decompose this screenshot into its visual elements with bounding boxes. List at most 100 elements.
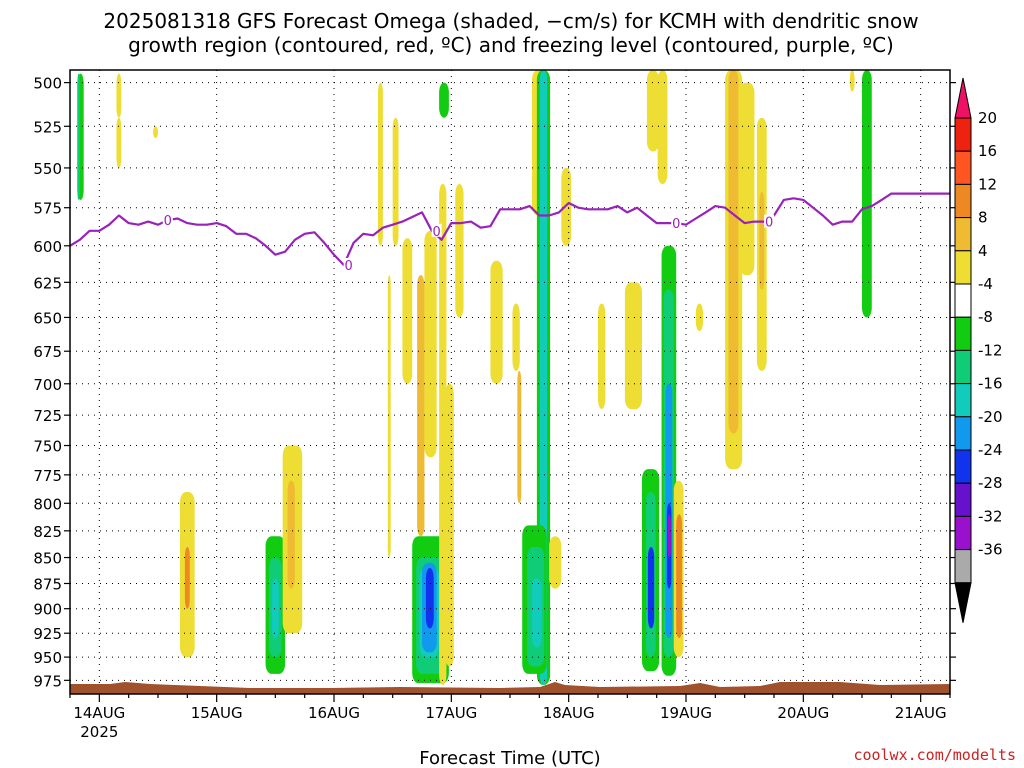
omega-cell — [624, 282, 642, 409]
y-tick-label: 550 — [33, 160, 62, 178]
omega-cell — [378, 82, 383, 246]
y-tick-label: 650 — [33, 309, 62, 327]
colorbar-label: 20 — [978, 109, 997, 127]
credit-text: coolwx.com/modelts — [853, 746, 1016, 764]
freezing-level-label: 0 — [164, 214, 172, 229]
freezing-level-contour: 0 0 0 0 0 — [69, 192, 950, 274]
x-tick-year-label: 2025 — [80, 723, 118, 741]
x-tick-label: 15AUG — [191, 704, 243, 722]
colorbar-bottom-arrow — [954, 582, 972, 623]
omega-cell — [512, 303, 520, 371]
terrain-surface — [70, 682, 950, 694]
colorbar-bin — [954, 217, 972, 252]
omega-cell — [646, 70, 660, 152]
omega-cell — [417, 275, 425, 537]
colorbar-top-arrow — [954, 77, 972, 119]
omega-cell — [424, 230, 437, 458]
omega-cell — [676, 514, 683, 639]
colorbar-bin — [954, 349, 972, 385]
omega-cell — [647, 546, 655, 629]
omega-cell — [439, 82, 449, 118]
colorbar: 20 16 12 8 4 -4 -8 -12 -16 -20 -24 -28 -32 -36 — [954, 77, 1003, 623]
colorbar-bin — [954, 416, 972, 451]
omega-cell — [445, 383, 454, 667]
contour-label-bg — [671, 216, 682, 230]
colorbar-bin — [954, 316, 972, 351]
omega-cell — [77, 73, 80, 200]
x-axis: 14AUG 15AUG 16AUG 17AUG 18AUG 19AUG 20AUG 21AUG… — [69, 694, 951, 741]
x-axis-title: Forecast Time (UTC) — [419, 748, 600, 768]
freezing-level-label: 0 — [433, 225, 441, 240]
contour-label-bg — [343, 257, 354, 271]
colorbar-label: 12 — [978, 175, 997, 193]
chart-title-line-2: growth region (contoured, red, ºC) and f… — [128, 33, 894, 57]
contour-label-bg — [764, 214, 775, 228]
freezing-level-label: 0 — [765, 216, 773, 231]
x-tick-label: 17AUG — [425, 704, 477, 722]
freezing-level-line — [69, 192, 950, 267]
omega-cell — [739, 82, 755, 276]
x-tick-label: 14AUG — [73, 704, 125, 722]
colorbar-bin — [954, 549, 972, 584]
colorbar-bin — [954, 515, 972, 551]
omega-cell — [116, 73, 122, 118]
y-tick-label: 675 — [33, 343, 62, 361]
y-tick-label: 825 — [33, 523, 62, 541]
colorbar-label: 8 — [978, 209, 988, 227]
x-tick-label: 19AUG — [660, 704, 712, 722]
colorbar-bin — [954, 482, 972, 517]
omega-cell — [657, 70, 668, 185]
omega-cell — [695, 303, 704, 332]
y-tick-label: 900 — [33, 601, 62, 619]
terrain-layer — [70, 682, 950, 694]
omega-cell — [549, 536, 562, 589]
y-tick-label: 800 — [33, 495, 62, 513]
colorbar-bin — [954, 150, 972, 185]
omega-cell — [425, 568, 434, 629]
freezing-level-label: 0 — [672, 217, 680, 232]
colorbar-bin — [954, 283, 972, 318]
y-tick-label: 525 — [33, 118, 62, 136]
y-tick-label: 875 — [33, 575, 62, 593]
x-tick-label: 20AUG — [777, 704, 829, 722]
colorbar-bin — [954, 117, 972, 152]
y-tick-label: 600 — [33, 238, 62, 256]
x-tick-label: 16AUG — [308, 704, 360, 722]
x-tick-label: 18AUG — [543, 704, 595, 722]
chart-title-line-1: 2025081318 GFS Forecast Omega (shaded, −… — [103, 9, 918, 33]
colorbar-label: -8 — [978, 308, 993, 326]
omega-cell — [728, 70, 739, 434]
omega-cell — [153, 126, 158, 139]
colorbar-label: -36 — [978, 541, 1003, 559]
colorbar-label: -16 — [978, 375, 1003, 393]
y-tick-label: 775 — [33, 467, 62, 485]
colorbar-label: -24 — [978, 441, 1003, 459]
colorbar-label: 16 — [978, 142, 997, 160]
colorbar-label: 4 — [978, 242, 988, 260]
omega-cell — [667, 514, 671, 558]
colorbar-bin — [954, 449, 972, 484]
colorbar-bin — [954, 383, 972, 418]
omega-shading-layer — [77, 70, 872, 685]
y-tick-label: 725 — [33, 407, 62, 425]
omega-cell — [387, 275, 391, 558]
x-tick-label: 21AUG — [895, 704, 947, 722]
omega-cell — [455, 184, 464, 318]
contour-label-bg — [431, 223, 442, 237]
plot-area — [70, 70, 950, 694]
omega-cell — [439, 184, 447, 685]
y-tick-label: 700 — [33, 376, 62, 394]
omega-cell — [598, 303, 606, 409]
omega-cell — [402, 238, 413, 384]
y-tick-label: 625 — [33, 274, 62, 292]
omega-cell — [392, 117, 399, 246]
y-tick-label: 950 — [33, 649, 62, 667]
y-tick-label: 850 — [33, 550, 62, 568]
omega-cell — [517, 370, 522, 504]
colorbar-bin — [954, 250, 972, 285]
y-tick-label: 575 — [33, 200, 62, 218]
colorbar-label: -32 — [978, 507, 1003, 525]
contour-label-bg — [162, 213, 173, 227]
y-tick-label: 925 — [33, 625, 62, 643]
